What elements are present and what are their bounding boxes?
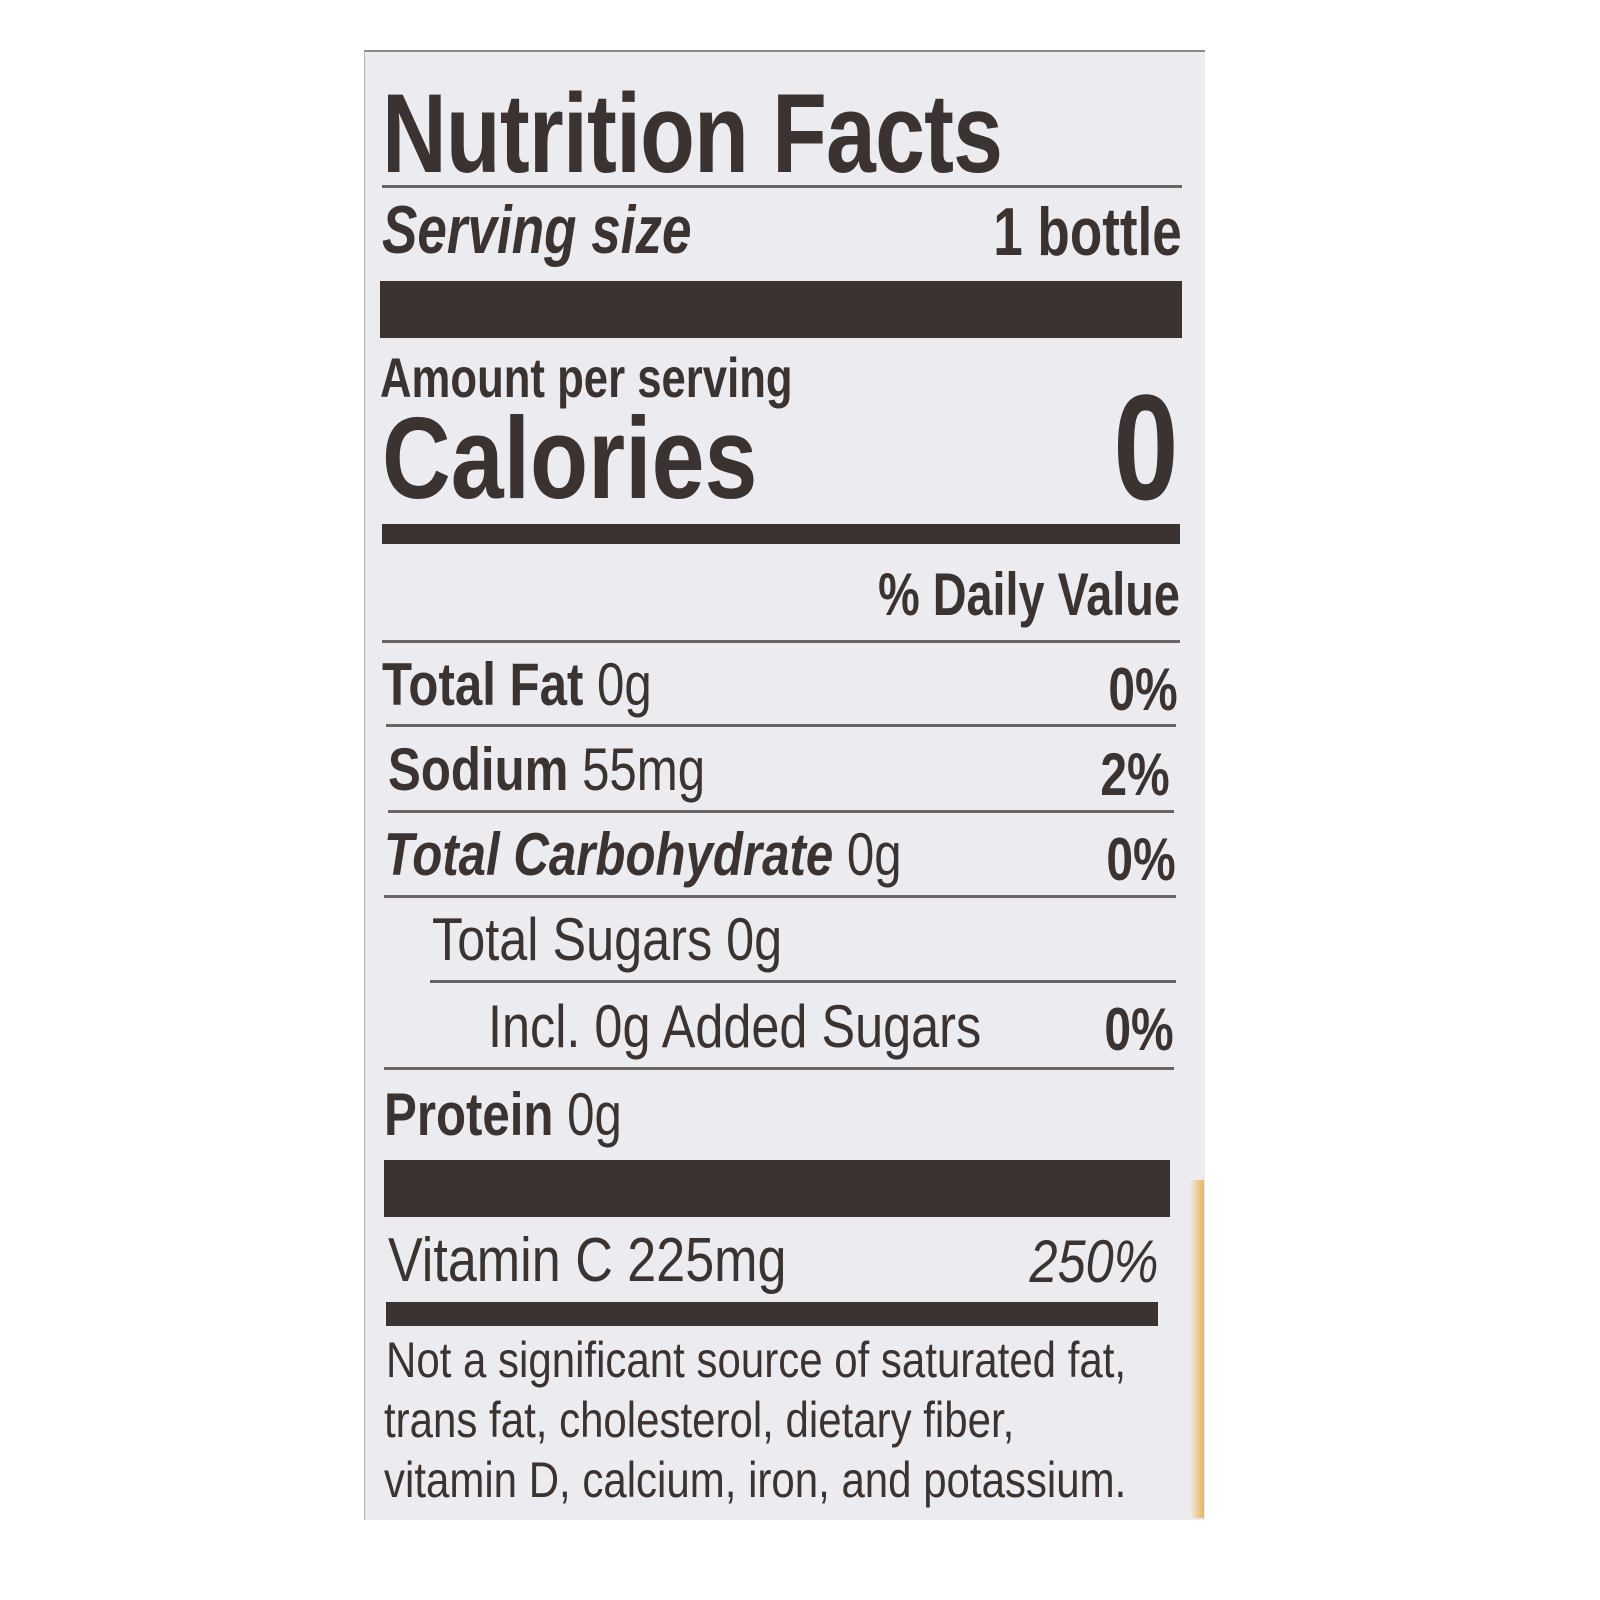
- nutrient-amount: 0g: [567, 1081, 622, 1148]
- footnote-line: trans fat, cholesterol, dietary fiber,: [384, 1392, 1015, 1448]
- nutrient-dv: 0%: [1106, 826, 1176, 893]
- thick-divider: [384, 1160, 1170, 1217]
- nutrient-row-total-fat: Total Fat 0g: [382, 655, 652, 715]
- nutrient-amount: 55mg: [582, 736, 706, 803]
- daily-value-header: % Daily Value: [878, 561, 1180, 628]
- nutrient-dv: 0%: [1108, 656, 1178, 723]
- vitamin-c-dv: 250%: [1029, 1228, 1158, 1295]
- calories-value: 0: [1112, 363, 1178, 531]
- amount-per-serving: Amount per serving: [380, 346, 793, 409]
- bottle-edge: [1190, 1180, 1204, 1518]
- calories-label: Calories: [382, 393, 758, 523]
- serving-size-label: Serving size: [382, 192, 692, 268]
- divider: [382, 185, 1182, 188]
- nutrient-name: Total Carbohydrate: [384, 821, 834, 888]
- divider: [430, 980, 1176, 983]
- divider: [384, 895, 1176, 898]
- nutrient-amount: 0g: [846, 821, 902, 888]
- nutrient-name: Protein: [384, 1081, 554, 1148]
- footnote-line: vitamin D, calcium, iron, and potassium.: [384, 1452, 1127, 1508]
- nutrient-row-protein: Protein 0g: [384, 1085, 622, 1145]
- divider: [382, 640, 1180, 643]
- nutrient-row-sodium: Sodium 55mg: [388, 740, 705, 800]
- divider: [384, 1067, 1174, 1070]
- serving-size-value: 1 bottle: [993, 194, 1182, 270]
- nutrient-name: Total Fat: [382, 651, 584, 718]
- divider: [388, 810, 1174, 813]
- nutrient-row-total-sugars: Total Sugars 0g: [432, 906, 783, 973]
- nutrient-dv: 2%: [1100, 741, 1170, 808]
- nutrient-row-added-sugars: Incl. 0g Added Sugars: [488, 993, 982, 1060]
- divider: [386, 724, 1176, 727]
- footnote-line: Not a significant source of saturated fa…: [386, 1332, 1127, 1388]
- nutrient-amount: 0g: [597, 651, 652, 718]
- label-title: Nutrition Facts: [382, 71, 1003, 196]
- vitamin-c-row: Vitamin C 225mg: [388, 1226, 787, 1295]
- thick-divider: [380, 281, 1182, 338]
- nutrient-name: Sodium: [388, 736, 569, 803]
- nutrient-row-total-carbohydrate: Total Carbohydrate 0g: [384, 825, 902, 885]
- medium-divider: [386, 1302, 1158, 1326]
- nutrient-dv: 0%: [1104, 996, 1174, 1063]
- medium-divider: [382, 524, 1180, 544]
